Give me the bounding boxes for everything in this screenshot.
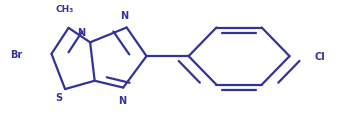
Text: S: S [56, 92, 63, 102]
Text: N: N [118, 95, 126, 105]
Text: N: N [120, 11, 129, 21]
Text: CH₃: CH₃ [55, 5, 73, 13]
Text: N: N [77, 28, 85, 38]
Text: Br: Br [10, 49, 23, 59]
Text: Cl: Cl [315, 52, 325, 62]
